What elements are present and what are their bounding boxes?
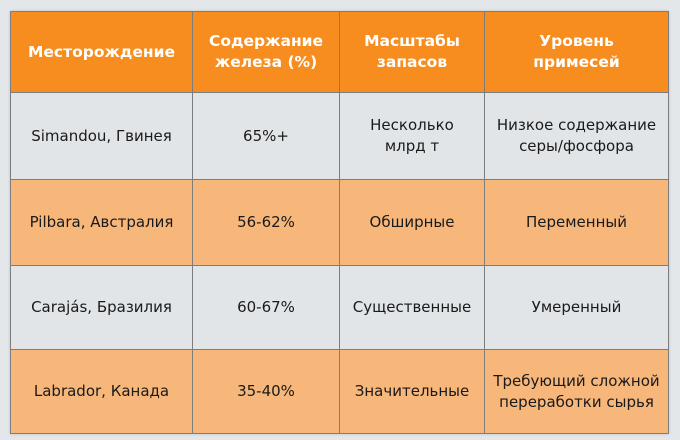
cell-reserves: Обширные [339, 179, 485, 266]
table-row: Labrador, Канада 35-40% Значительные Тре… [10, 349, 669, 434]
table-row: Simandou, Гвинея 65%+ Несколько млрд т Н… [10, 92, 669, 180]
header-iron-content: Содержание железа (%) [192, 11, 340, 93]
header-iron-content-label: Содержание железа (%) [208, 32, 324, 71]
header-impurities: Уровень примесей [484, 11, 669, 93]
iron-deposits-table: Месторождение Содержание железа (%) Масш… [10, 11, 669, 434]
header-impurities-label: Уровень примесей [533, 32, 620, 71]
cell-reserves: Существенные [339, 265, 485, 350]
cell-iron-content: 56-62% [192, 179, 340, 266]
cell-impurities: Умеренный [484, 265, 669, 350]
header-deposit: Месторождение [10, 11, 193, 93]
cell-iron-content: 65%+ [192, 92, 340, 180]
cell-reserves: Значительные [339, 349, 485, 434]
cell-iron-content: 35-40% [192, 349, 340, 434]
cell-deposit: Pilbara, Австралия [10, 179, 193, 266]
cell-impurities-text: Требующий сложной переработки сырья [493, 371, 660, 411]
cell-deposit: Carajás, Бразилия [10, 265, 193, 350]
cell-impurities: Переменный [484, 179, 669, 266]
header-reserves-label: Масштабы запасов [364, 32, 460, 71]
cell-reserves: Несколько млрд т [339, 92, 485, 180]
cell-iron-content: 60-67% [192, 265, 340, 350]
table-row: Carajás, Бразилия 60-67% Существенные Ум… [10, 265, 669, 350]
cell-deposit: Simandou, Гвинея [10, 92, 193, 180]
cell-impurities: Требующий сложной переработки сырья [484, 349, 669, 434]
header-reserves: Масштабы запасов [339, 11, 485, 93]
cell-reserves-text: Несколько млрд т [370, 116, 454, 155]
cell-deposit: Labrador, Канада [10, 349, 193, 434]
table-header-row: Месторождение Содержание железа (%) Масш… [10, 11, 669, 93]
table-row: Pilbara, Австралия 56-62% Обширные Перем… [10, 179, 669, 266]
cell-impurities: Низкое содержание серы/фосфора [484, 92, 669, 180]
